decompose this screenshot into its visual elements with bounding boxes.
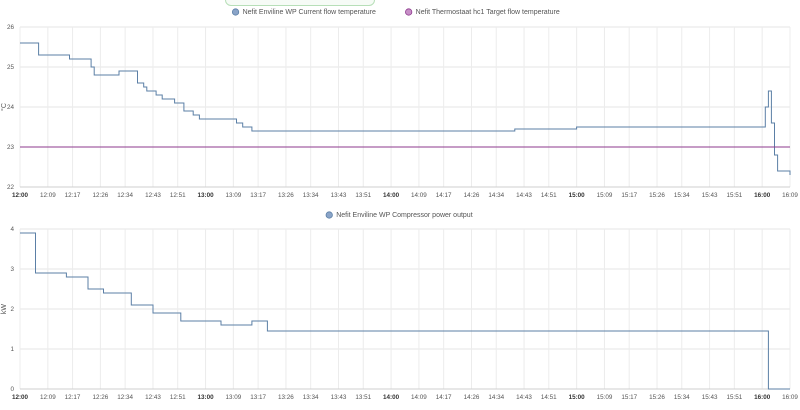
x-tick-label: 15:17 — [621, 394, 637, 401]
x-tick-label: 15:43 — [702, 192, 718, 199]
x-tick-label: 13:09 — [225, 192, 241, 199]
series-line — [20, 232, 790, 390]
x-tick-label: 14:51 — [541, 394, 557, 401]
x-tick-label: 13:00 — [197, 192, 214, 199]
x-tick-label: 13:51 — [355, 394, 371, 401]
x-tick-label: 15:26 — [649, 192, 665, 199]
x-tick-label: 13:17 — [250, 192, 266, 199]
x-tick-label: 15:00 — [569, 192, 586, 199]
y-tick-label: 3 — [10, 266, 14, 273]
y-tick-label: 4 — [10, 226, 14, 233]
x-tick-label: 14:00 — [383, 192, 400, 199]
x-tick-label: 13:51 — [355, 192, 371, 199]
legend-label: Nefit Enviline WP Current flow temperatu… — [243, 9, 376, 16]
legend-label: Nefit Thermostaat hc1 Target flow temper… — [416, 9, 560, 16]
y-axis-unit: °C — [0, 103, 8, 111]
x-tick-label: 15:43 — [702, 394, 718, 401]
legend-marker-icon — [231, 8, 240, 16]
x-tick-label: 15:34 — [674, 394, 690, 401]
x-tick-label: 15:34 — [674, 192, 690, 199]
x-tick-label: 15:26 — [649, 394, 665, 401]
x-tick-label: 14:09 — [411, 192, 427, 199]
x-tick-label: 14:17 — [436, 192, 452, 199]
x-tick-label: 16:09 — [782, 192, 798, 199]
x-tick-label: 14:43 — [516, 192, 532, 199]
x-tick-label: 14:43 — [516, 394, 532, 401]
x-tick-label: 13:43 — [331, 394, 347, 401]
x-tick-label: 16:00 — [754, 394, 771, 401]
x-tick-label: 13:00 — [197, 394, 214, 401]
compressor-power-chart: 0 1 2 3 4 12:00 12:09 12:17 12:26 12:34 12:43 12:51… — [1, 211, 798, 401]
x-tick-label: 14:26 — [464, 394, 480, 401]
x-tick-label: 14:17 — [436, 394, 452, 401]
x-tick-label: 12:09 — [40, 192, 56, 199]
x-tick-label: 15:51 — [726, 394, 742, 401]
x-tick-label: 15:17 — [621, 192, 637, 199]
x-tick-label: 13:26 — [278, 394, 294, 401]
legend-item[interactable]: Nefit Thermostaat hc1 Target flow temper… — [405, 8, 560, 16]
x-tick-label: 15:09 — [597, 394, 613, 401]
x-tick-label: 12:17 — [65, 394, 81, 401]
x-tick-label: 15:09 — [597, 192, 613, 199]
x-tick-label: 16:09 — [782, 394, 798, 401]
legend-marker-icon — [405, 8, 413, 16]
x-tick-label: 14:26 — [464, 192, 480, 199]
x-tick-label: 14:34 — [488, 192, 504, 199]
x-tick-label: 13:26 — [278, 192, 294, 199]
y-tick-label: 2 — [10, 306, 14, 313]
y-tick-label: 25 — [7, 64, 15, 71]
x-tick-label: 13:34 — [303, 394, 319, 401]
y-axis-unit: kW — [1, 304, 8, 315]
x-tick-label: 12:26 — [93, 192, 109, 199]
x-tick-label: 12:00 — [12, 192, 29, 199]
series-line — [20, 42, 791, 175]
x-tick-label: 14:34 — [488, 394, 504, 401]
x-tick-label: 12:09 — [40, 394, 56, 401]
flow-temperature-chart: 22 23 24 25 26 12:00 12:09 12:17 12:26 12:34 12:43… — [0, 8, 798, 199]
legend-label: Nefit Enviline WP Compressor power outpu… — [336, 212, 472, 219]
legend-marker-icon — [325, 211, 333, 219]
x-tick-label: 12:51 — [170, 192, 186, 199]
x-tick-label: 14:51 — [541, 192, 557, 199]
x-tick-label: 12:17 — [65, 192, 81, 199]
y-tick-label: 1 — [10, 346, 14, 353]
x-tick-label: 12:43 — [145, 394, 161, 401]
y-tick-label: 22 — [7, 184, 15, 191]
legend-item[interactable]: Nefit Enviline WP Current flow temperatu… — [231, 8, 376, 16]
x-tick-label: 16:00 — [754, 192, 771, 199]
x-tick-label: 13:17 — [250, 394, 266, 401]
x-tick-label: 12:43 — [145, 192, 161, 199]
y-tick-label: 0 — [10, 386, 14, 393]
x-tick-label: 12:34 — [117, 394, 133, 401]
x-tick-label: 12:51 — [170, 394, 186, 401]
x-tick-label: 14:09 — [411, 394, 427, 401]
legend-item[interactable]: Nefit Enviline WP Compressor power outpu… — [325, 211, 473, 219]
x-tick-label: 12:34 — [117, 192, 133, 199]
x-tick-label: 12:26 — [93, 394, 109, 401]
x-tick-label: 14:00 — [383, 394, 400, 401]
y-tick-label: 26 — [7, 24, 15, 31]
x-tick-label: 13:34 — [303, 192, 319, 199]
x-tick-label: 12:00 — [12, 394, 29, 401]
x-tick-label: 13:43 — [331, 192, 347, 199]
x-tick-label: 15:00 — [569, 394, 586, 401]
x-tick-label: 13:09 — [225, 394, 241, 401]
x-tick-label: 15:51 — [726, 192, 742, 199]
y-tick-label: 23 — [7, 144, 15, 151]
y-tick-label: 24 — [7, 104, 15, 111]
